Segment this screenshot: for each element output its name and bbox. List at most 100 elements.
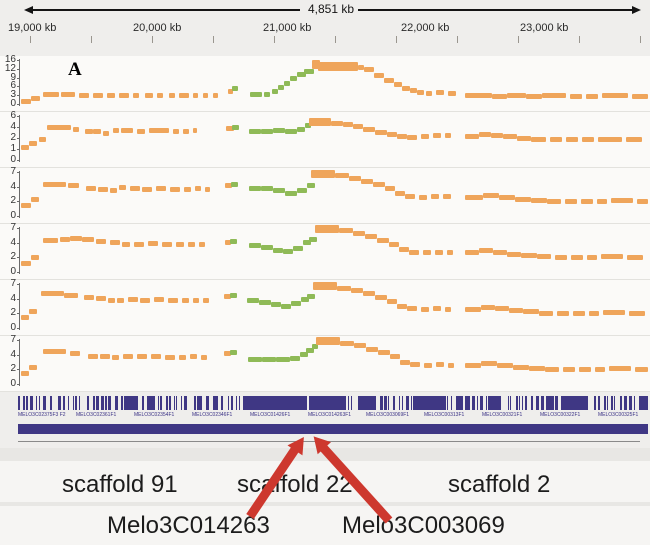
coverage-segment bbox=[521, 253, 537, 259]
coverage-segment bbox=[31, 197, 39, 203]
coverage-segment bbox=[433, 306, 441, 312]
coverage-segment bbox=[82, 237, 94, 243]
coverage-segment bbox=[542, 92, 566, 98]
coverage-segment bbox=[261, 128, 273, 134]
track-axis-value: 7 bbox=[10, 222, 16, 233]
track-axis-value: 7 bbox=[10, 334, 16, 345]
coverage-segment bbox=[168, 298, 178, 304]
coverage-segment bbox=[410, 362, 420, 368]
coverage-segment bbox=[293, 246, 303, 252]
coverage-segment bbox=[112, 355, 119, 361]
coverage-segment bbox=[375, 130, 387, 135]
coverage-segment bbox=[601, 254, 623, 260]
coverage-segment bbox=[108, 297, 115, 303]
gene-model-bar bbox=[384, 396, 387, 410]
track-axis-serif bbox=[17, 104, 20, 105]
gene-name-band bbox=[0, 506, 650, 545]
coverage-segment bbox=[311, 169, 335, 178]
coverage-segment bbox=[149, 128, 169, 134]
coverage-segment bbox=[609, 366, 631, 372]
coverage-segment bbox=[39, 136, 46, 142]
gene-model-bar bbox=[508, 396, 509, 410]
gene-model-bar bbox=[348, 396, 349, 410]
coverage-segment bbox=[495, 306, 509, 312]
gene-model-bar bbox=[50, 396, 52, 410]
track-axis-value: 16 bbox=[4, 54, 16, 65]
track-axis-value: 2 bbox=[10, 195, 16, 207]
gene-model-bar bbox=[26, 396, 28, 410]
coverage-segment bbox=[21, 314, 29, 320]
track-axis-value: 2 bbox=[10, 251, 16, 263]
gene-model-bar bbox=[399, 396, 400, 410]
coverage-segment bbox=[547, 198, 561, 204]
ruler-arrowhead-right-icon bbox=[632, 6, 641, 14]
track-axis-serif bbox=[17, 340, 20, 341]
coverage-segment bbox=[304, 68, 314, 74]
coverage-segment bbox=[545, 366, 559, 372]
coverage-segment bbox=[465, 250, 479, 256]
coverage-track-1[interactable]: 16 12 9 6 3 0 bbox=[0, 54, 650, 112]
coverage-segment bbox=[261, 185, 273, 191]
gene-model-bar bbox=[393, 396, 395, 410]
coverage-segment bbox=[93, 92, 103, 98]
gene-model-bar bbox=[174, 396, 175, 410]
coverage-segment bbox=[190, 354, 197, 360]
track-axis bbox=[19, 227, 20, 274]
coverage-segment bbox=[507, 251, 521, 257]
coverage-segment bbox=[426, 91, 432, 97]
coverage-segment bbox=[354, 343, 366, 349]
coverage-track-4[interactable]: 7 4 2 0 bbox=[0, 222, 650, 280]
coverage-segment bbox=[70, 350, 80, 356]
gene-model-bar bbox=[604, 396, 606, 410]
coverage-segment bbox=[581, 198, 593, 204]
coverage-segment bbox=[230, 293, 237, 299]
coverage-segment bbox=[312, 60, 320, 70]
gene-model-bar bbox=[516, 396, 518, 410]
coverage-segment bbox=[110, 240, 120, 246]
coverage-track-5[interactable]: 7 4 2 0 bbox=[0, 279, 650, 336]
coverage-track-3[interactable]: 7 4 2 0 bbox=[0, 167, 650, 224]
coverage-segment bbox=[117, 298, 124, 304]
gene-name-label: Melo3C014263 bbox=[107, 512, 270, 539]
ruler-line-left bbox=[32, 9, 300, 11]
coverage-segment bbox=[358, 64, 364, 70]
gene-model-bar bbox=[43, 396, 46, 410]
coverage-segment bbox=[399, 246, 409, 252]
region-span-label: 4,851 kb bbox=[307, 2, 355, 16]
track-axis-serif bbox=[17, 60, 20, 61]
axis-tick bbox=[640, 36, 641, 43]
coverage-segment bbox=[597, 198, 607, 204]
gene-id-label: MELO3C02346F1 bbox=[192, 412, 233, 418]
coverage-segment bbox=[276, 357, 290, 363]
coverage-segment bbox=[424, 363, 432, 369]
coverage-segment bbox=[113, 127, 119, 133]
gene-id-label: MELO3C00313F1 bbox=[424, 412, 465, 418]
gene-model-bar bbox=[406, 396, 409, 410]
coverage-segment bbox=[272, 89, 278, 95]
coverage-segment bbox=[21, 371, 29, 377]
coverage-segment bbox=[395, 190, 405, 196]
coverage-segment bbox=[230, 349, 237, 355]
gene-model-bar bbox=[380, 396, 383, 410]
coverage-segment bbox=[93, 129, 101, 135]
gene-id-label: MELO3C00321F1 bbox=[482, 412, 523, 418]
gene-name-label: Melo3C003069 bbox=[342, 512, 505, 539]
coverage-track-6[interactable]: 7 4 2 0 bbox=[0, 334, 650, 392]
gene-model-bar bbox=[472, 396, 475, 410]
gene-model-bar bbox=[39, 396, 40, 410]
coverage-segment bbox=[448, 91, 456, 97]
coverage-segment bbox=[387, 132, 397, 138]
coverage-segment bbox=[249, 186, 261, 192]
coverage-segment bbox=[47, 125, 71, 131]
coverage-segment bbox=[281, 304, 291, 310]
gene-model-bar bbox=[75, 396, 77, 410]
gene-id-label: MELO3C003069F1 bbox=[366, 412, 410, 418]
coverage-segment bbox=[409, 249, 419, 255]
gene-model-bar bbox=[121, 396, 123, 410]
gene-model-bar bbox=[197, 396, 202, 410]
coverage-segment bbox=[365, 234, 377, 240]
gene-model-block bbox=[310, 396, 344, 410]
gene-model-bar bbox=[519, 396, 520, 410]
axis-tick-label: 23,000 kb bbox=[520, 22, 569, 34]
